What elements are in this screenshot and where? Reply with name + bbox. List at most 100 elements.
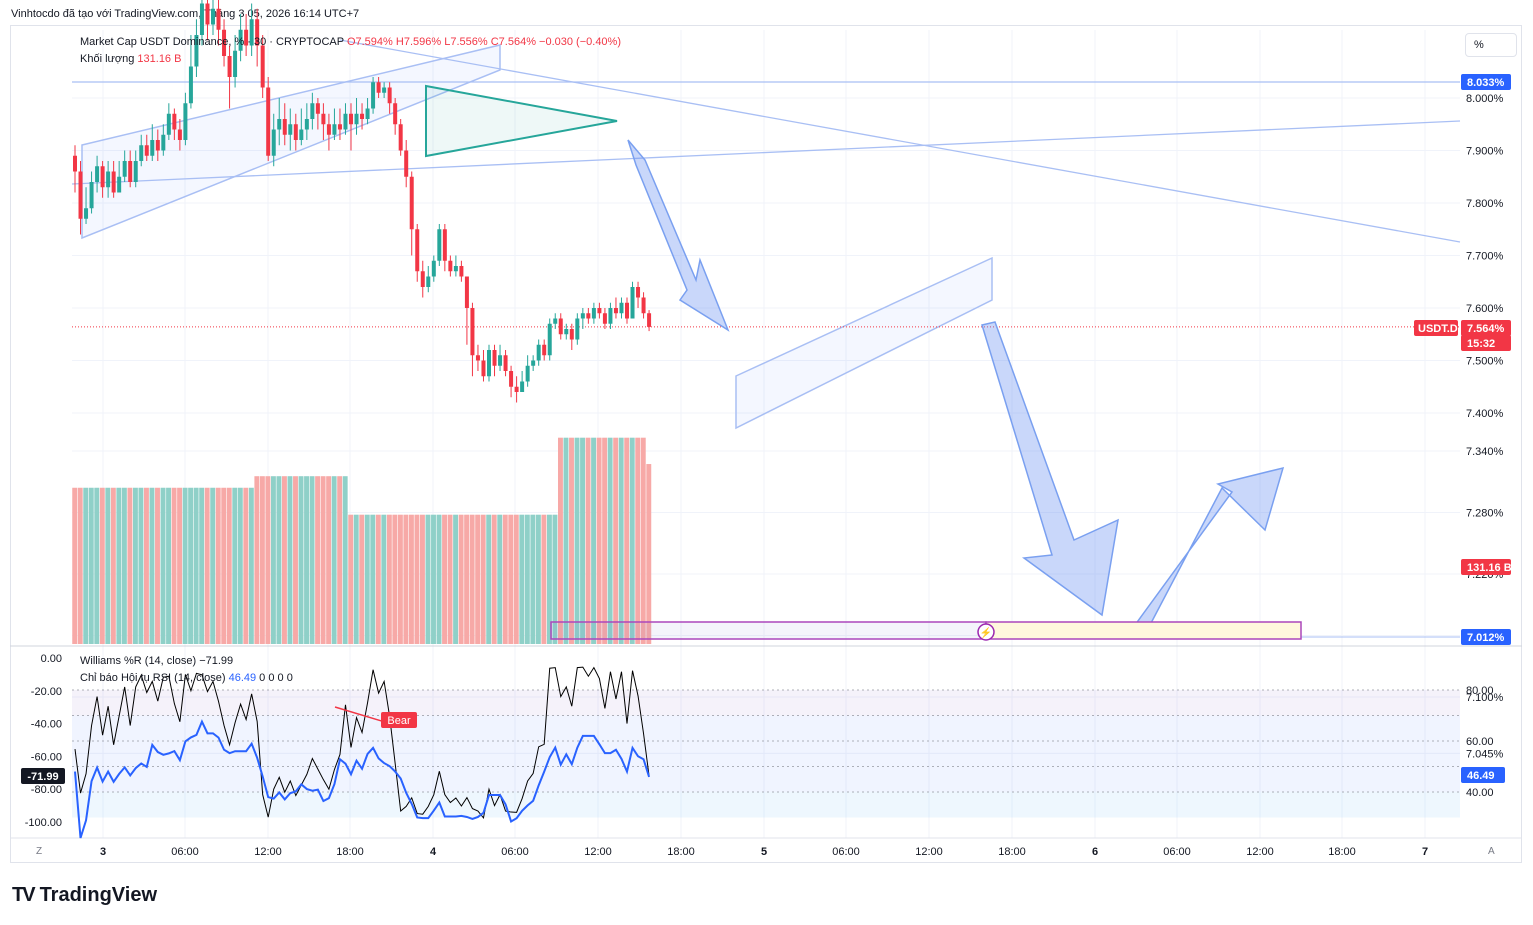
volume-bar — [254, 476, 260, 644]
volume-bar — [408, 514, 414, 644]
candle-body — [409, 176, 414, 230]
volume-bar — [431, 514, 436, 644]
volume-bar — [243, 487, 249, 644]
symbol-name: Market Cap USDT Dominance, % · 30 · CRYP… — [80, 36, 344, 48]
rsi-axis-tick: 40.00 — [1466, 787, 1494, 799]
price-axis-tick: 7.100% — [1466, 692, 1504, 704]
rsi-current-tag-bg — [1461, 767, 1505, 783]
target-zone-future[interactable] — [985, 621, 1302, 640]
volume-bar — [149, 487, 155, 644]
time-axis-label: 06:00 — [171, 846, 199, 858]
candle-body — [282, 119, 287, 135]
rsi-label: Chỉ báo Hội tụ RSI (14, close) — [80, 672, 226, 684]
volume-bar — [177, 487, 183, 644]
candle-body — [78, 171, 83, 219]
candle-body — [199, 3, 204, 35]
volume-bar — [392, 514, 398, 644]
volume-bar — [116, 487, 122, 644]
candle-body — [498, 355, 503, 366]
volume-bar — [519, 514, 525, 644]
scale-mode-button[interactable]: % — [1465, 33, 1517, 57]
candle-body — [95, 166, 100, 182]
candle-body — [321, 113, 326, 125]
volume-bar — [282, 476, 287, 644]
rsi-zeros: 0 0 0 0 — [259, 672, 293, 684]
candle-body — [360, 113, 365, 119]
rsi-line — [74, 719, 651, 839]
trend-line-falling[interactable] — [339, 39, 1461, 243]
volume-bar — [210, 487, 216, 644]
candle-body — [310, 103, 315, 119]
volume-bar — [83, 487, 89, 644]
volume-bar — [110, 487, 116, 644]
williams-r-line — [74, 666, 650, 820]
symbol-legend[interactable]: Market Cap USDT Dominance, % · 30 · CRYP… — [80, 36, 621, 48]
candle-body — [233, 50, 238, 77]
rsi-legend[interactable]: Chỉ báo Hội tụ RSI (14, close) 46.49 0 0… — [80, 672, 293, 684]
volume-bar — [486, 514, 492, 644]
tradingview-brand: TradingView — [39, 884, 158, 906]
candle-body — [371, 82, 376, 109]
candle-body — [172, 113, 177, 130]
candle-body — [139, 145, 144, 161]
candle-body — [144, 145, 149, 156]
auto-scale-button[interactable]: A — [1488, 846, 1495, 857]
time-axis-label: 18:00 — [1328, 846, 1356, 858]
target-zone-past[interactable] — [550, 621, 987, 640]
candle-body — [183, 103, 188, 140]
volume-bar — [72, 487, 78, 644]
candle-body — [393, 103, 398, 125]
trend-line-rising[interactable] — [71, 120, 1461, 185]
volume-bar — [287, 476, 293, 644]
candle-body — [166, 113, 171, 135]
candle-body — [398, 124, 403, 151]
willr-current-tag: -71.99 — [27, 771, 58, 783]
volume-bar — [541, 514, 547, 644]
rsi-band-middle — [72, 715, 1460, 792]
candle-body — [520, 381, 525, 392]
candle-body — [404, 150, 409, 177]
volume-bar — [155, 487, 160, 644]
candles — [73, 0, 652, 403]
candle-body — [89, 182, 94, 209]
candle-body — [630, 287, 635, 319]
volume-bar — [646, 464, 652, 644]
candle-body — [625, 302, 629, 319]
candle-body — [475, 355, 480, 361]
zoom-reset-button[interactable]: Z — [36, 846, 43, 857]
candle-body — [420, 271, 425, 287]
willr-axis-tick: -80.00 — [31, 784, 62, 796]
candle-body — [106, 171, 111, 188]
candle-body — [569, 329, 574, 340]
volume-bar — [447, 514, 453, 644]
price-axis-tick: 7.500% — [1466, 356, 1504, 368]
volume-bar — [464, 514, 470, 644]
candle-body — [84, 208, 89, 219]
arrow-down-1[interactable] — [627, 139, 730, 332]
volume-bar — [640, 437, 646, 644]
arrow-down-2[interactable] — [981, 321, 1119, 617]
triangle-pattern[interactable] — [425, 84, 618, 158]
price-tag-last: 7.564% — [1467, 323, 1505, 335]
volume-bar — [436, 514, 442, 644]
arrow-up-projection[interactable] — [1133, 466, 1285, 626]
volume-bar — [552, 514, 558, 644]
alert-icon[interactable] — [977, 623, 995, 641]
volume-bar — [497, 514, 503, 644]
willr-legend[interactable]: Williams %R (14, close) −71.99 — [80, 655, 233, 667]
candle-body — [553, 318, 558, 324]
volume-bar — [359, 514, 365, 644]
rising-channel-2[interactable] — [735, 256, 993, 430]
rsi-current-tag: 46.49 — [1467, 770, 1495, 782]
willr-value: −71.99 — [199, 655, 234, 667]
volume-legend[interactable]: Khối lượng 131.16 B — [80, 53, 181, 65]
candle-body — [315, 103, 320, 114]
bear-divergence-line — [334, 706, 386, 723]
tradingview-logo[interactable]: TV TradingView — [12, 884, 157, 907]
time-axis-label: 3 — [100, 846, 106, 858]
chart-frame — [10, 25, 1522, 863]
volume-bar — [320, 476, 326, 644]
volume-bar — [94, 487, 100, 644]
candle-body — [580, 313, 585, 319]
